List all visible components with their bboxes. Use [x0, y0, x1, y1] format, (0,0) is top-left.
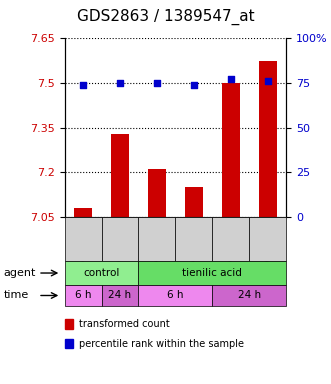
Text: control: control [83, 268, 120, 278]
Point [228, 76, 233, 83]
Text: 6 h: 6 h [75, 290, 91, 301]
Bar [259, 61, 277, 217]
Point [154, 80, 160, 86]
Point [191, 82, 197, 88]
Text: 24 h: 24 h [109, 290, 131, 301]
Bar [148, 169, 166, 217]
Text: tienilic acid: tienilic acid [182, 268, 242, 278]
Point [265, 78, 270, 84]
Text: agent: agent [3, 268, 36, 278]
Text: time: time [3, 290, 28, 301]
Text: percentile rank within the sample: percentile rank within the sample [79, 339, 244, 349]
Point [117, 80, 122, 86]
Text: 24 h: 24 h [238, 290, 261, 301]
Bar [222, 83, 240, 217]
Text: transformed count: transformed count [79, 319, 170, 329]
Bar [111, 134, 129, 217]
Point [80, 82, 86, 88]
Text: 6 h: 6 h [167, 290, 184, 301]
Bar [185, 187, 203, 217]
Bar [74, 208, 92, 217]
Text: GDS2863 / 1389547_at: GDS2863 / 1389547_at [77, 9, 254, 25]
